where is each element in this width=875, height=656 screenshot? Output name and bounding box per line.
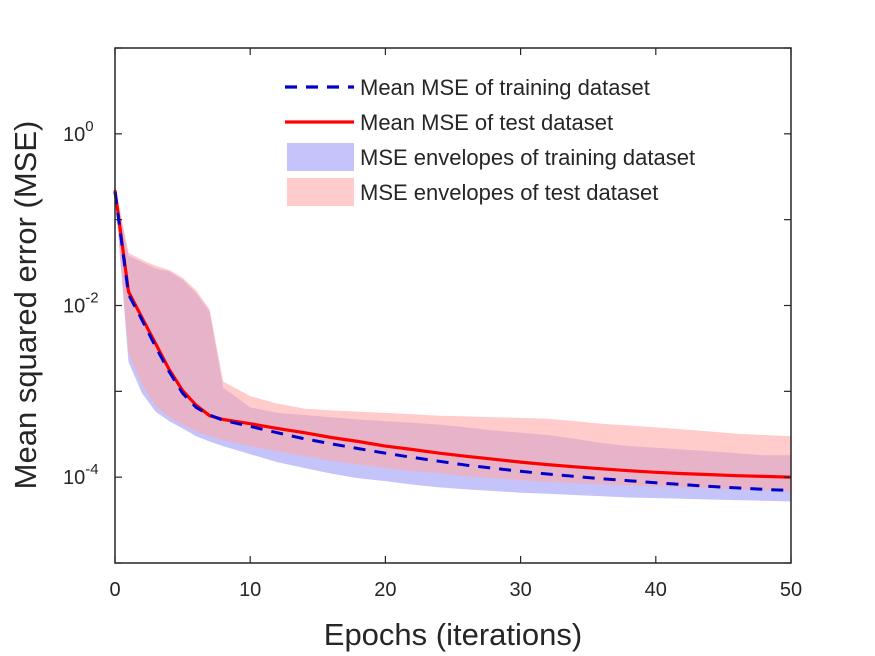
y-tick-label-2: 100 (63, 118, 94, 146)
x-tick-label-1: 10 (239, 579, 261, 601)
y-tick-labels: 10-4 10-2 100 (63, 118, 99, 489)
y-tick-label-0: 10-4 (63, 461, 99, 489)
x-tick-label-3: 30 (509, 579, 531, 601)
x-axis-label: Epochs (iterations) (324, 617, 582, 652)
legend-swatch-3 (287, 178, 354, 206)
series-line-0 (113, 191, 792, 492)
legend: Mean MSE of training dataset Mean MSE of … (285, 75, 695, 206)
x-tick-label-2: 20 (374, 579, 396, 601)
legend-label-0: Mean MSE of training dataset (360, 75, 650, 100)
legend-label-2: MSE envelopes of training dataset (360, 145, 695, 170)
legend-swatch-2 (287, 143, 354, 171)
band-3 (115, 185, 791, 492)
envelope-bands (115, 185, 791, 502)
y-tick-label-1: 10-2 (63, 290, 99, 318)
legend-label-1: Mean MSE of test dataset (360, 110, 613, 135)
axis-ticks (114, 47, 792, 564)
x-tick-label-4: 40 (645, 579, 667, 601)
x-tick-label-0: 0 (109, 579, 120, 601)
series-line-1 (113, 190, 792, 479)
x-tick-label-5: 50 (780, 579, 802, 601)
x-tick-labels: 0 10 20 30 40 50 (109, 579, 802, 601)
mean-lines (113, 190, 792, 492)
y-axis-label: Mean squared error (MSE) (8, 121, 43, 490)
legend-label-3: MSE envelopes of test dataset (360, 180, 658, 205)
